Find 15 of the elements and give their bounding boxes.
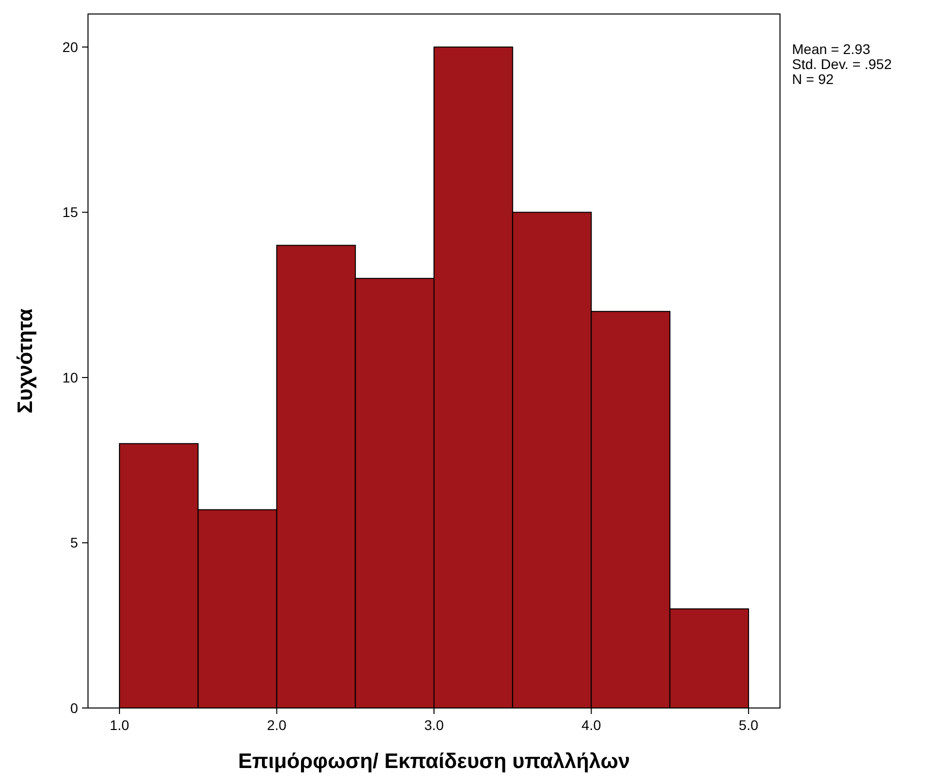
x-axis-title: Επιμόρφωση/ Εκπαίδευση υπαλλήλων bbox=[238, 750, 630, 773]
text: N = 92 bbox=[792, 71, 834, 87]
x-tick-label: 2.0 bbox=[266, 717, 287, 733]
y-tick-label: 15 bbox=[62, 204, 78, 220]
y-axis-title: Συχνότητα bbox=[14, 308, 37, 414]
x-tick-label: 3.0 bbox=[424, 717, 444, 733]
text: Std. Dev. = .952 bbox=[792, 56, 892, 72]
text: Mean = 2.93 bbox=[792, 41, 870, 57]
y-tick-label: 0 bbox=[70, 700, 78, 716]
x-tick-label: 4.0 bbox=[582, 717, 602, 733]
y-tick-label: 20 bbox=[62, 38, 78, 55]
x-tick-label: 1.0 bbox=[110, 717, 130, 733]
x-tick-label: 5.0 bbox=[738, 717, 758, 733]
y-tick-label: 5 bbox=[70, 534, 78, 551]
y-tick-label: 10 bbox=[62, 369, 78, 386]
